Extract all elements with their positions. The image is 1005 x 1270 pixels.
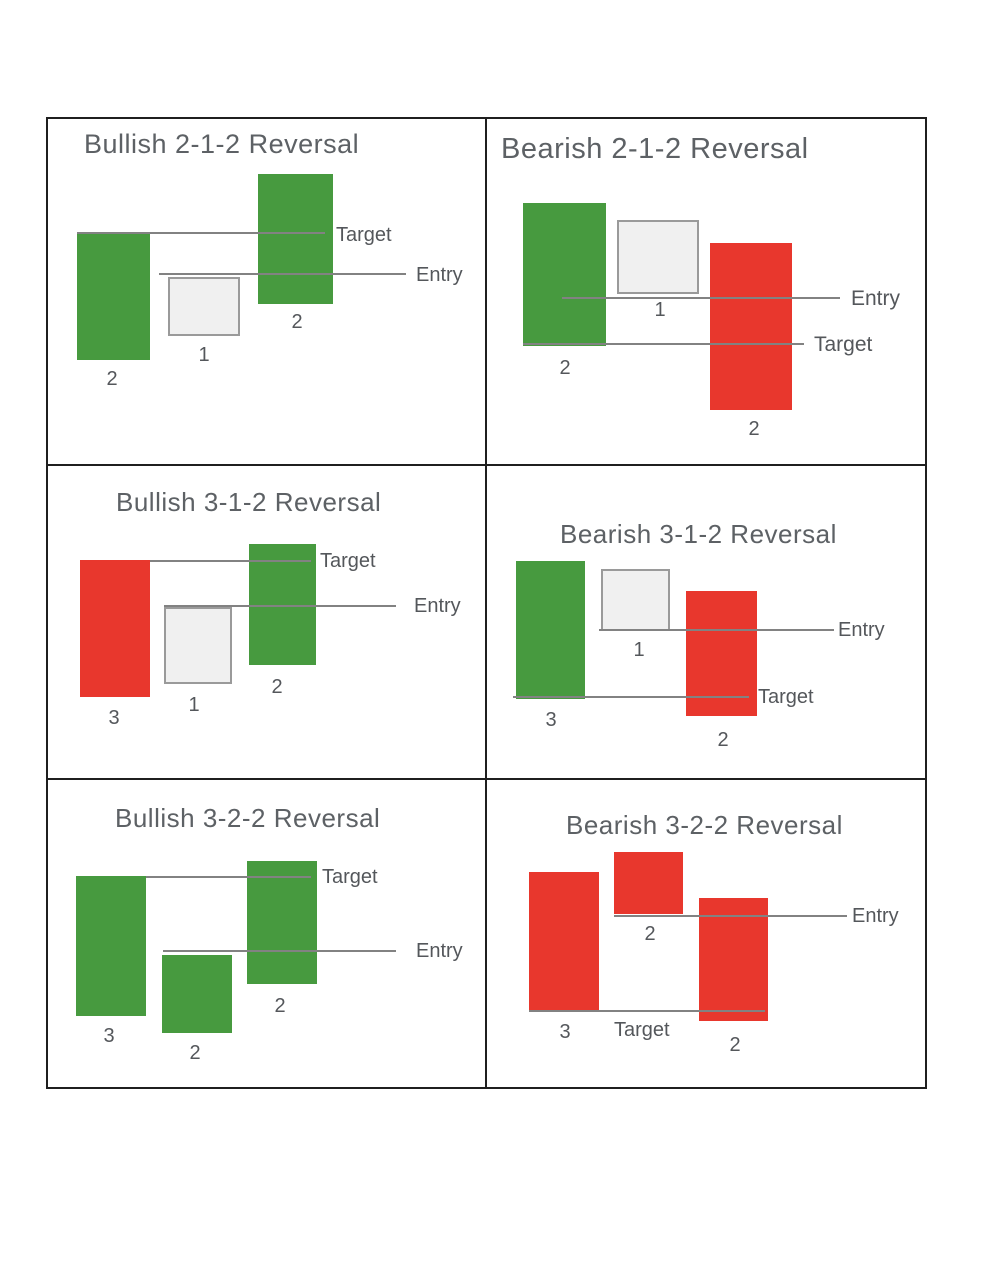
entry-label: Entry (852, 905, 899, 927)
candle-number-label: 3 (545, 709, 557, 731)
inside-candle-1 (617, 220, 699, 294)
inside-candle-1 (164, 607, 232, 684)
bull-candle-3 (76, 876, 146, 1016)
panel-bullish-3-1-2: Bullish 3-1-2 Reversal Target Entry 3 1 … (48, 466, 487, 780)
target-label: Target (336, 224, 392, 246)
panel-title: Bearish 3-1-2 Reversal (560, 519, 837, 549)
entry-line (163, 950, 396, 952)
panel-bullish-3-2-2: Bullish 3-2-2 Reversal Target Entry 3 2 … (48, 780, 487, 1087)
inside-candle-1 (601, 569, 670, 631)
entry-label: Entry (414, 595, 461, 617)
candle-number-label: 2 (189, 1042, 201, 1064)
bull-candle-2-middle (162, 955, 232, 1033)
target-label: Target (614, 1019, 670, 1041)
entry-line (562, 297, 840, 299)
candle-number-label: 1 (188, 694, 200, 716)
entry-line (159, 273, 406, 275)
panel-bullish-2-1-2: Bullish 2-1-2 Reversal Target Entry 2 1 … (48, 119, 487, 466)
target-line (150, 560, 311, 562)
panel-bearish-3-2-2: Bearish 3-2-2 Reversal Entry Target 3 2 … (487, 780, 925, 1087)
panel-title: Bearish 3-2-2 Reversal (566, 810, 843, 840)
target-label: Target (814, 333, 873, 356)
inside-candle-1 (168, 277, 240, 336)
bull-candle-2-right (247, 861, 317, 984)
candle-number-label: 3 (108, 707, 120, 729)
bull-candle-2 (249, 544, 316, 665)
bear-candle-3 (529, 872, 599, 1011)
target-line (523, 343, 804, 345)
target-line (529, 1010, 765, 1012)
entry-line (599, 629, 834, 631)
target-label: Target (320, 550, 376, 572)
entry-label: Entry (416, 940, 463, 962)
candle-number-label: 2 (644, 923, 656, 945)
candle-number-label: 2 (106, 368, 118, 390)
target-line (513, 696, 749, 698)
bear-candle-2 (710, 243, 792, 410)
candle-number-label: 2 (729, 1034, 741, 1056)
entry-label: Entry (838, 619, 885, 641)
candle-number-label: 2 (748, 418, 760, 440)
panel-title: Bearish 2-1-2 Reversal (501, 133, 809, 165)
target-line (77, 232, 325, 234)
bull-candle-2 (523, 203, 606, 346)
bull-candle-3 (516, 561, 585, 699)
panel-bearish-2-1-2: Bearish 2-1-2 Reversal Entry Target 2 1 … (487, 119, 925, 466)
candle-number-label: 1 (198, 344, 210, 366)
panel-title: Bullish 2-1-2 Reversal (84, 129, 360, 159)
candle-number-label: 2 (559, 357, 571, 379)
panel-bearish-3-1-2: Bearish 3-1-2 Reversal Entry Target 3 1 … (487, 466, 925, 780)
bear-candle-2 (686, 591, 757, 716)
candle-number-label: 1 (654, 299, 666, 321)
bear-candle-2-middle (614, 852, 683, 914)
target-line (146, 876, 311, 878)
pattern-grid: Bullish 2-1-2 Reversal Target Entry 2 1 … (46, 117, 927, 1089)
candle-number-label: 3 (559, 1021, 571, 1043)
target-label: Target (758, 686, 814, 708)
entry-line (164, 605, 396, 607)
entry-label: Entry (851, 287, 901, 310)
target-label: Target (322, 866, 378, 888)
candle-number-label: 2 (717, 729, 729, 751)
entry-line (614, 915, 847, 917)
candle-number-label: 2 (274, 995, 286, 1017)
bull-candle-2-second (258, 174, 333, 304)
panel-title: Bullish 3-1-2 Reversal (116, 487, 382, 517)
bear-candle-2-right (699, 898, 768, 1021)
entry-label: Entry (416, 264, 463, 286)
candle-number-label: 2 (271, 676, 283, 698)
bear-candle-3 (80, 560, 150, 697)
candle-number-label: 1 (633, 639, 645, 661)
bull-candle-2-first (77, 232, 150, 360)
candle-number-label: 2 (291, 311, 303, 333)
candle-number-label: 3 (103, 1025, 115, 1047)
panel-title: Bullish 3-2-2 Reversal (115, 803, 381, 833)
